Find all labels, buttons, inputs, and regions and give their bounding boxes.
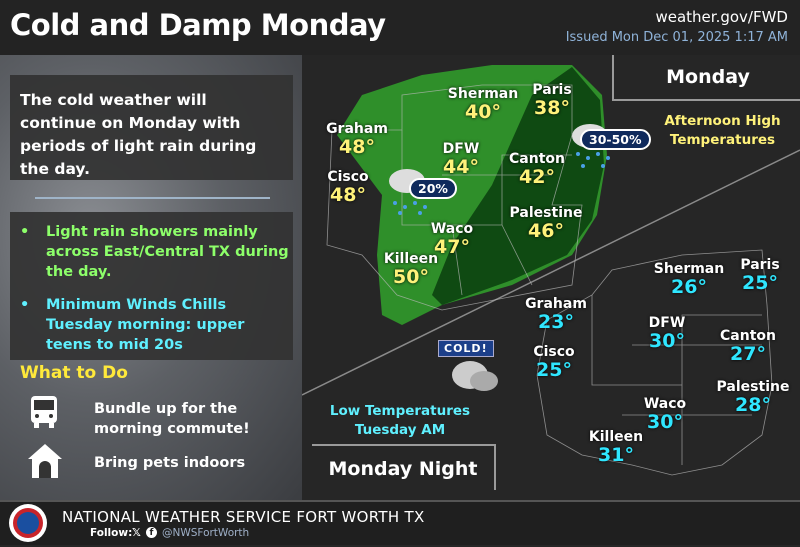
rain-area-heavy (432, 67, 604, 305)
city-name: Killeen (588, 429, 644, 445)
city-sherman: Sherman 26° (654, 261, 724, 297)
city-killeen: Killeen 50° (384, 251, 438, 287)
city-name: Palestine (716, 379, 790, 395)
cold-badge: COLD! (438, 340, 494, 357)
nws-logo (8, 503, 48, 547)
city-name: Graham (525, 296, 587, 312)
city-waco: Waco 47° (431, 221, 473, 257)
bullet-text: Light rain showers mainly across East/Ce… (46, 224, 289, 280)
city-name: Canton (720, 328, 776, 344)
city-temperature: 46° (528, 220, 564, 242)
city-killeen: Killeen 31° (589, 429, 643, 465)
footer (0, 500, 800, 545)
city-temperature: 31° (598, 444, 634, 466)
city-temperature: 48° (339, 136, 375, 158)
city-temperature: 23° (538, 311, 574, 333)
summary-box: The cold weather will continue on Monday… (10, 75, 293, 180)
city-name: Palestine (509, 205, 583, 221)
city-temperature: 48° (330, 184, 366, 206)
website-link[interactable]: weather.gov/FWD (655, 8, 788, 26)
city-temperature: 44° (443, 156, 479, 178)
city-name: Canton (509, 151, 565, 167)
rain-chance-badge: 20% (409, 178, 457, 199)
monday-label: Monday (612, 55, 800, 101)
map-graphics (302, 65, 800, 476)
note-line: Low Temperatures (329, 403, 471, 419)
x-icon[interactable]: 𝕏 (132, 526, 141, 539)
cloud-icon (450, 355, 500, 399)
city-temperature: 28° (735, 394, 771, 416)
low-temps-note: Low Temperatures Tuesday AM (310, 402, 490, 440)
city-name: Waco (643, 396, 687, 412)
city-temperature: 25° (536, 359, 572, 381)
city-name: Killeen (383, 251, 439, 267)
city-temperature: 38° (534, 97, 570, 119)
city-temperature: 47° (434, 236, 470, 258)
bullet-icon: • (20, 297, 30, 313)
city-graham: Graham 23° (525, 296, 587, 332)
city-dfw: DFW 30° (649, 315, 686, 351)
note-line: Temperatures (669, 132, 776, 148)
city-paris: Paris 38° (532, 82, 571, 118)
city-temperature: 40° (465, 101, 501, 123)
city-name: Cisco (327, 169, 369, 185)
what-to-do-title: What to Do (20, 363, 128, 383)
city-cisco: Cisco 48° (327, 169, 368, 205)
bullet-icon: • (20, 224, 30, 240)
city-waco: Waco 30° (644, 396, 686, 432)
city-temperature: 50° (393, 266, 429, 288)
city-name: DFW (442, 141, 480, 157)
city-name: Waco (430, 221, 474, 237)
header: Cold and Damp Monday weather.gov/FWD Iss… (0, 0, 800, 55)
facebook-icon[interactable]: f (146, 527, 157, 538)
city-temperature: 26° (671, 276, 707, 298)
county-borders-monday (326, 84, 583, 311)
city-temperature: 42° (519, 166, 555, 188)
city-graham: Graham 48° (326, 121, 388, 157)
city-temperature: 25° (742, 272, 778, 294)
city-temperature: 27° (730, 343, 766, 365)
city-name: Sherman (653, 261, 725, 277)
city-name: DFW (648, 315, 686, 331)
issued-timestamp: Issued Mon Dec 01, 2025 1:17 AM (565, 30, 788, 45)
divider (35, 197, 270, 199)
city-palestine: Palestine 46° (510, 205, 583, 241)
map-area (302, 55, 800, 500)
city-dfw: DFW 44° (443, 141, 480, 177)
note-line: Tuesday AM (354, 422, 446, 438)
action-text: Bundle up for the morning commute! (94, 401, 250, 437)
city-name: Paris (740, 257, 780, 273)
bullet-item: • Minimum Winds Chills Tuesday morning: u… (18, 295, 293, 355)
follow-label: Follow: (90, 527, 133, 539)
social-handle[interactable]: @NWSFortWorth (162, 527, 250, 539)
page-title: Cold and Damp Monday (10, 8, 386, 42)
bus-icon (26, 394, 62, 434)
county-borders-night (536, 249, 773, 476)
city-temperature: 30° (647, 411, 683, 433)
city-canton: Canton 27° (720, 328, 776, 364)
city-canton: Canton 42° (509, 151, 565, 187)
city-name: Sherman (447, 86, 519, 102)
note-line: Afternoon High (664, 113, 781, 129)
city-cisco: Cisco 25° (533, 344, 574, 380)
rain-cloud-icon (568, 118, 628, 182)
bullet-text: Minimum Winds Chills Tuesday morning: up… (46, 297, 245, 353)
city-name: Cisco (533, 344, 575, 360)
bullet-item: • Light rain showers mainly across East/C… (18, 222, 293, 282)
city-palestine: Palestine 28° (717, 379, 790, 415)
organization-name: NATIONAL WEATHER SERVICE FORT WORTH TX (62, 508, 425, 526)
action-text: Bring pets indoors (94, 455, 246, 471)
dog-house-icon (26, 442, 64, 484)
rain-chance-badge: 30-50% (580, 129, 651, 150)
monday-night-label: Monday Night (312, 444, 496, 490)
bullets-box: • Light rain showers mainly across East/C… (10, 212, 293, 360)
city-sherman: Sherman 40° (448, 86, 518, 122)
city-temperature: 30° (649, 330, 685, 352)
high-temps-note: Afternoon High Temperatures (650, 112, 795, 150)
diagonal-divider (302, 149, 800, 396)
city-name: Graham (326, 121, 388, 137)
city-paris: Paris 25° (740, 257, 779, 293)
city-name: Paris (532, 82, 572, 98)
